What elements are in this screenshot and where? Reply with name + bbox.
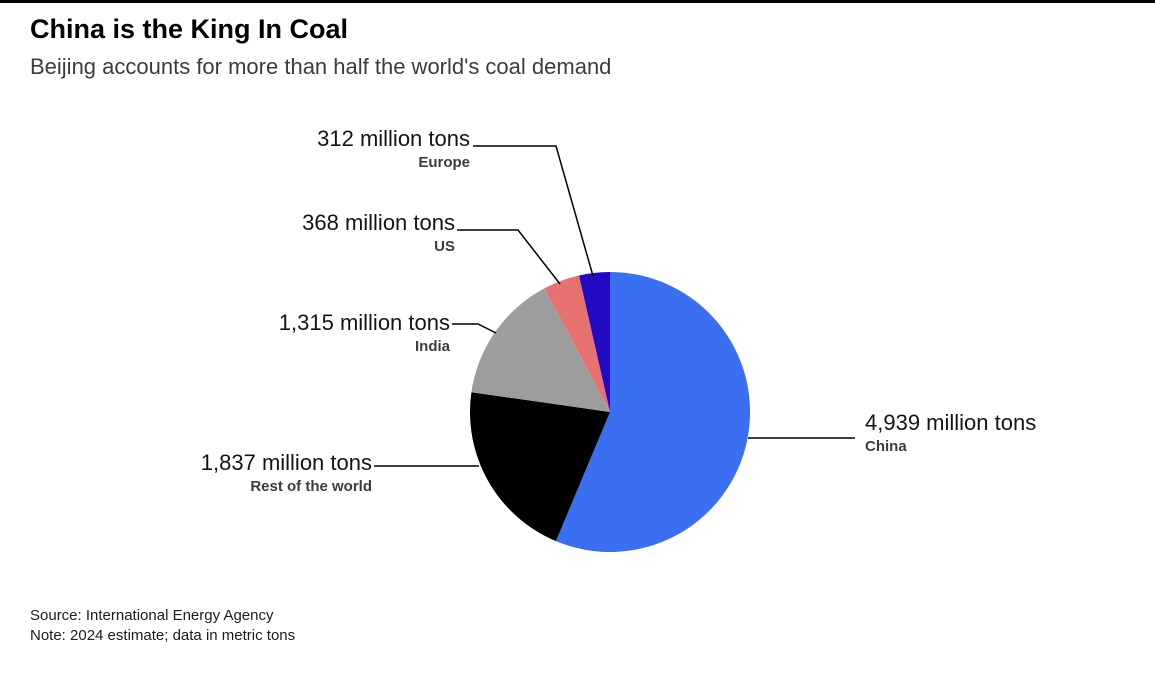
leader-line-europe: [473, 145, 594, 277]
callout-india-label: India: [414, 338, 450, 356]
callout-us: 368 million tons US: [203, 210, 455, 256]
callout-europe: 312 million tons Europe: [218, 126, 470, 172]
chart-footer: Source: International Energy Agency Note…: [30, 606, 295, 646]
leader-line-india: [452, 323, 497, 334]
leader-line-us: [457, 229, 561, 285]
chart-subtitle: Beijing accounts for more than half the …: [30, 54, 612, 79]
callout-china: 4,939 million tons China: [865, 410, 1145, 456]
pie-slice-india: [471, 288, 610, 412]
callout-rest-of-world: 1,837 million tons Rest of the world: [120, 450, 372, 496]
chart-title: China is the King In Coal: [30, 14, 349, 44]
callout-europe-value: 312 million tons: [317, 126, 470, 151]
footnote: Note: 2024 estimate; data in metric tons: [30, 627, 296, 644]
callout-china-label: China: [865, 438, 907, 456]
callout-india-value: 1,315 million tons: [278, 310, 450, 335]
leader-lines: [374, 145, 855, 467]
callout-rest-of-world-label: Rest of the world: [250, 478, 372, 496]
pie-slice-rest-of-world: [469, 392, 610, 542]
callout-china-value: 4,939 million tons: [865, 410, 1037, 435]
callout-us-label: US: [434, 238, 455, 256]
top-border: [0, 0, 1155, 3]
callout-europe-label: Europe: [418, 154, 470, 172]
callout-rest-of-world-value: 1,837 million tons: [200, 450, 372, 475]
pie-slices: [469, 271, 751, 552]
pie-slice-china: [555, 271, 751, 552]
callout-india: 1,315 million tons India: [198, 310, 450, 356]
callout-us-value: 368 million tons: [302, 210, 455, 235]
pie-slice-europe: [579, 272, 610, 412]
pie-slice-us: [544, 275, 610, 412]
source-note: Source: International Energy Agency: [30, 607, 274, 624]
